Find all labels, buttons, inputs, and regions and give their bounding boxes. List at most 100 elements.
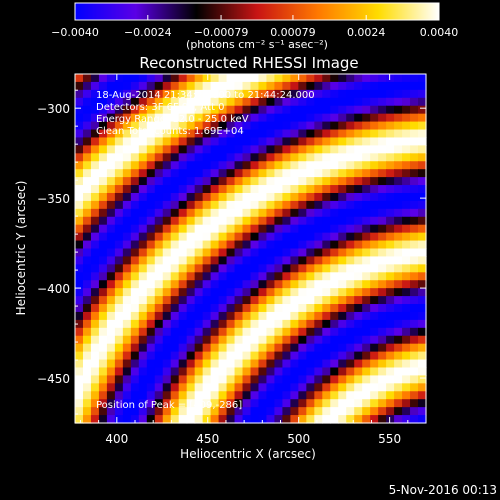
heatmap-cell <box>338 343 347 353</box>
heatmap-cell <box>266 81 276 91</box>
heatmap-cell <box>218 280 228 289</box>
heatmap-cell <box>234 399 244 408</box>
heatmap-cell <box>354 224 363 234</box>
heatmap-cell <box>82 272 92 281</box>
heatmap-cell <box>258 192 268 202</box>
heatmap-cell <box>242 256 252 265</box>
heatmap-cell <box>114 272 124 281</box>
heatmap-cell <box>346 383 355 392</box>
heatmap-cell <box>282 351 291 361</box>
heatmap-cell <box>138 89 148 99</box>
heatmap-cell <box>370 121 379 131</box>
heatmap-cell <box>122 256 132 265</box>
heatmap-cell <box>226 288 236 297</box>
heatmap-cell <box>234 272 244 281</box>
heatmap-cell <box>154 129 164 139</box>
heatmap-cell <box>218 311 228 321</box>
heatmap-cell <box>346 327 355 337</box>
heatmap-cell <box>274 161 284 170</box>
heatmap-cell <box>322 407 331 416</box>
heatmap-cell <box>402 89 411 99</box>
heatmap-cell <box>122 288 132 297</box>
heatmap-cell <box>354 391 363 400</box>
heatmap-cell <box>154 208 164 218</box>
heatmap-cell <box>90 185 100 194</box>
heatmap-cell <box>90 327 100 337</box>
heatmap-cell <box>370 232 379 242</box>
heatmap-cell <box>266 153 276 162</box>
heatmap-cell <box>306 105 315 115</box>
heatmap-cell <box>258 81 268 91</box>
heatmap-cell <box>266 415 276 424</box>
heatmap-cell <box>402 81 411 91</box>
heatmap-cell <box>298 185 307 194</box>
heatmap-cell <box>218 232 228 242</box>
heatmap-cell <box>298 311 307 321</box>
heatmap-cell <box>306 177 315 186</box>
heatmap-cell <box>338 304 347 313</box>
heatmap-cell <box>75 113 84 123</box>
heatmap-cell <box>362 137 371 146</box>
heatmap-cell <box>298 224 307 234</box>
heatmap-cell <box>146 113 156 123</box>
heatmap-cell <box>290 375 299 384</box>
heatmap-cell <box>106 137 116 146</box>
heatmap-cell <box>298 121 307 131</box>
heatmap-cell <box>250 97 260 107</box>
heatmap-cell <box>146 327 156 337</box>
heatmap-cell <box>75 105 84 115</box>
heatmap-cell <box>346 129 355 139</box>
heatmap-cell <box>242 264 252 273</box>
heatmap-cell <box>242 280 252 289</box>
heatmap-cell <box>386 129 395 139</box>
heatmap-cell <box>370 177 379 186</box>
heatmap-cell <box>306 169 315 178</box>
heatmap-cell <box>394 304 403 313</box>
heatmap-cell <box>114 121 124 131</box>
heatmap-cell <box>162 89 172 99</box>
heatmap-cell <box>194 216 204 226</box>
heatmap-cell <box>178 200 188 210</box>
heatmap-cell <box>90 407 100 416</box>
heatmap-cell <box>178 185 188 194</box>
heatmap-cell <box>274 177 284 186</box>
heatmap-cell <box>122 224 132 234</box>
heatmap-cell <box>266 208 276 218</box>
heatmap-cell <box>98 153 108 162</box>
heatmap-cell <box>354 319 363 329</box>
heatmap-cell <box>258 327 268 337</box>
heatmap-cell <box>338 89 347 99</box>
heatmap-cell <box>114 256 124 265</box>
heatmap-cell <box>274 415 284 424</box>
heatmap-cell <box>418 105 427 115</box>
heatmap-cell <box>202 415 212 424</box>
heatmap-cell <box>82 121 92 131</box>
heatmap-cell <box>186 351 196 361</box>
heatmap-cell <box>362 169 371 178</box>
heatmap-cell <box>106 311 116 321</box>
heatmap-cell <box>362 89 371 99</box>
heatmap-cell <box>82 224 92 234</box>
heatmap-cell <box>362 415 371 424</box>
heatmap-cell <box>146 81 156 91</box>
heatmap-cell <box>82 327 92 337</box>
heatmap-cell <box>178 343 188 353</box>
heatmap-cell <box>82 200 92 210</box>
heatmap-cell <box>98 375 108 384</box>
heatmap-cell <box>338 375 347 384</box>
heatmap-cell <box>418 391 427 400</box>
heatmap-cell <box>354 97 363 107</box>
heatmap-cell <box>170 359 180 369</box>
heatmap-cell <box>346 272 355 281</box>
heatmap-cell <box>75 137 84 146</box>
heatmap-cell <box>410 137 419 146</box>
heatmap-cell <box>170 399 180 408</box>
y-tick-label: −300 <box>37 102 70 116</box>
heatmap-cell <box>266 288 276 297</box>
heatmap-cell <box>178 375 188 384</box>
heatmap-cell <box>322 415 331 424</box>
heatmap-cell <box>170 280 180 289</box>
heatmap-cell <box>170 343 180 353</box>
heatmap-cell <box>130 375 140 384</box>
heatmap-cell <box>378 304 387 313</box>
